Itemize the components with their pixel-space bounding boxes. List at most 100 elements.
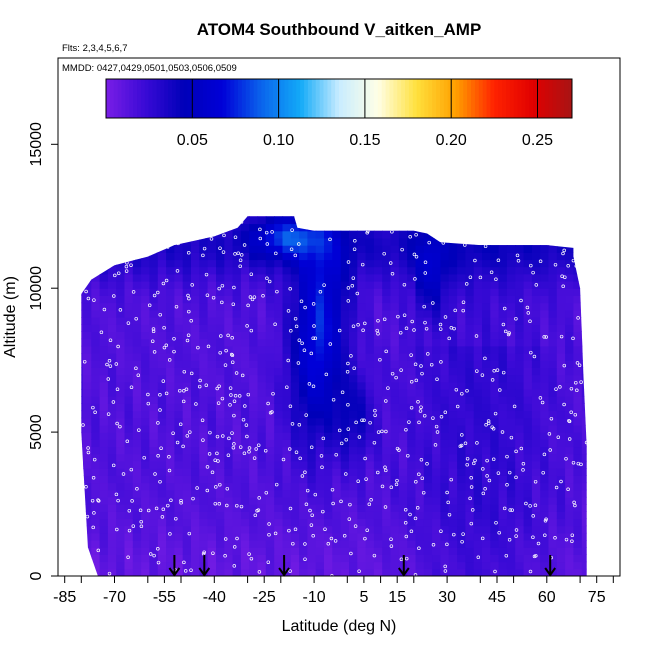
heatmap-cell xyxy=(373,281,383,289)
heatmap-cell xyxy=(299,432,308,440)
heatmap-cell xyxy=(191,432,200,440)
heatmap-cell xyxy=(191,468,200,476)
heatmap-cell xyxy=(199,230,209,239)
heatmap-cell xyxy=(149,525,159,534)
sample-marker xyxy=(419,405,423,409)
heatmap-cell xyxy=(590,403,599,411)
colorbar-segment xyxy=(257,79,262,118)
sample-marker xyxy=(419,458,424,462)
heatmap-cell xyxy=(81,439,84,448)
sample-marker xyxy=(204,272,209,277)
heatmap-cell xyxy=(240,266,250,275)
colorbar-segment xyxy=(133,79,138,118)
heatmap-cell xyxy=(216,424,225,433)
heatmap-cell xyxy=(141,266,150,275)
heatmap-cell xyxy=(448,309,458,318)
heatmap-cell xyxy=(174,374,184,383)
sample-marker xyxy=(228,386,233,390)
heatmap-cell xyxy=(548,410,558,419)
heatmap-cell xyxy=(116,396,126,404)
colorbar-segment xyxy=(335,79,340,118)
heatmap-cell xyxy=(307,288,317,296)
heatmap-cell xyxy=(540,302,550,311)
heatmap-cell xyxy=(216,511,225,520)
heatmap-cell xyxy=(540,403,550,412)
heatmap-cell xyxy=(224,511,234,520)
heatmap-cell xyxy=(531,317,541,325)
heatmap-cell xyxy=(132,540,142,548)
heatmap-cell xyxy=(556,216,566,217)
heatmap-cell xyxy=(365,403,375,412)
heatmap-cell xyxy=(324,331,333,340)
heatmap-cell xyxy=(191,281,200,289)
heatmap-cell xyxy=(232,417,242,426)
colorbar-segment xyxy=(432,79,437,118)
sample-marker xyxy=(223,363,228,367)
heatmap-cell xyxy=(324,496,333,505)
heatmap-cell xyxy=(116,432,126,440)
heatmap-cell xyxy=(290,511,300,520)
heatmap-cell xyxy=(573,216,583,225)
heatmap-cell xyxy=(581,417,587,426)
sample-marker xyxy=(220,300,224,305)
heatmap-cell xyxy=(149,309,159,318)
heatmap-cell xyxy=(240,540,250,548)
heatmap-cell xyxy=(307,561,317,570)
sample-marker xyxy=(313,336,318,341)
heatmap-cell xyxy=(448,245,458,253)
heatmap-cell xyxy=(124,381,134,390)
heatmap-cell xyxy=(423,353,433,361)
heatmap-cell xyxy=(498,432,508,440)
heatmap-cell xyxy=(191,360,200,368)
heatmap-cell xyxy=(216,367,225,376)
heatmap-cell xyxy=(365,482,375,491)
heatmap-cell xyxy=(91,460,101,469)
colorbar-segment xyxy=(148,79,154,118)
heatmap-cell xyxy=(240,424,250,433)
heatmap-cell xyxy=(415,288,425,296)
heatmap-cell xyxy=(432,518,441,527)
heatmap-cell xyxy=(581,317,587,325)
heatmap-cell xyxy=(357,432,367,440)
heatmap-cell xyxy=(390,338,400,347)
heatmap-cell xyxy=(82,424,92,433)
heatmap-cell xyxy=(581,309,587,318)
heatmap-cell xyxy=(249,417,259,426)
heatmap-cell xyxy=(357,468,367,476)
heatmap-cell xyxy=(540,252,550,261)
heatmap-cell xyxy=(423,396,433,404)
heatmap-cell xyxy=(315,396,325,404)
heatmap-cell xyxy=(398,223,408,232)
heatmap-cell xyxy=(224,353,234,361)
heatmap-cell xyxy=(357,482,367,491)
heatmap-cell xyxy=(407,288,417,296)
heatmap-cell xyxy=(274,453,284,462)
heatmap-cell xyxy=(299,317,308,325)
heatmap-cell xyxy=(432,424,441,433)
heatmap-cell xyxy=(116,439,126,448)
heatmap-cell xyxy=(282,446,292,455)
heatmap-cell xyxy=(124,259,134,268)
heatmap-cell xyxy=(299,568,308,577)
heatmap-cell xyxy=(149,532,159,541)
heatmap-cell xyxy=(448,453,458,462)
sample-marker xyxy=(562,248,566,253)
heatmap-cell xyxy=(565,554,574,563)
heatmap-cell xyxy=(116,482,126,491)
sample-marker xyxy=(288,404,293,409)
heatmap-cell xyxy=(523,216,533,225)
heatmap-cell xyxy=(199,331,209,340)
heatmap-cell xyxy=(224,216,234,217)
sample-marker xyxy=(389,485,394,490)
heatmap-cell xyxy=(457,525,466,534)
heatmap-cell xyxy=(166,554,175,563)
heatmap-cell xyxy=(132,288,142,296)
heatmap-cell xyxy=(548,525,558,534)
heatmap-cell xyxy=(506,324,516,332)
heatmap-cell xyxy=(116,381,126,390)
heatmap-cell xyxy=(490,388,500,397)
colorbar-segment xyxy=(548,79,554,118)
heatmap-cell xyxy=(274,345,284,354)
heatmap-cell xyxy=(157,288,167,296)
heatmap-cell xyxy=(107,496,117,505)
